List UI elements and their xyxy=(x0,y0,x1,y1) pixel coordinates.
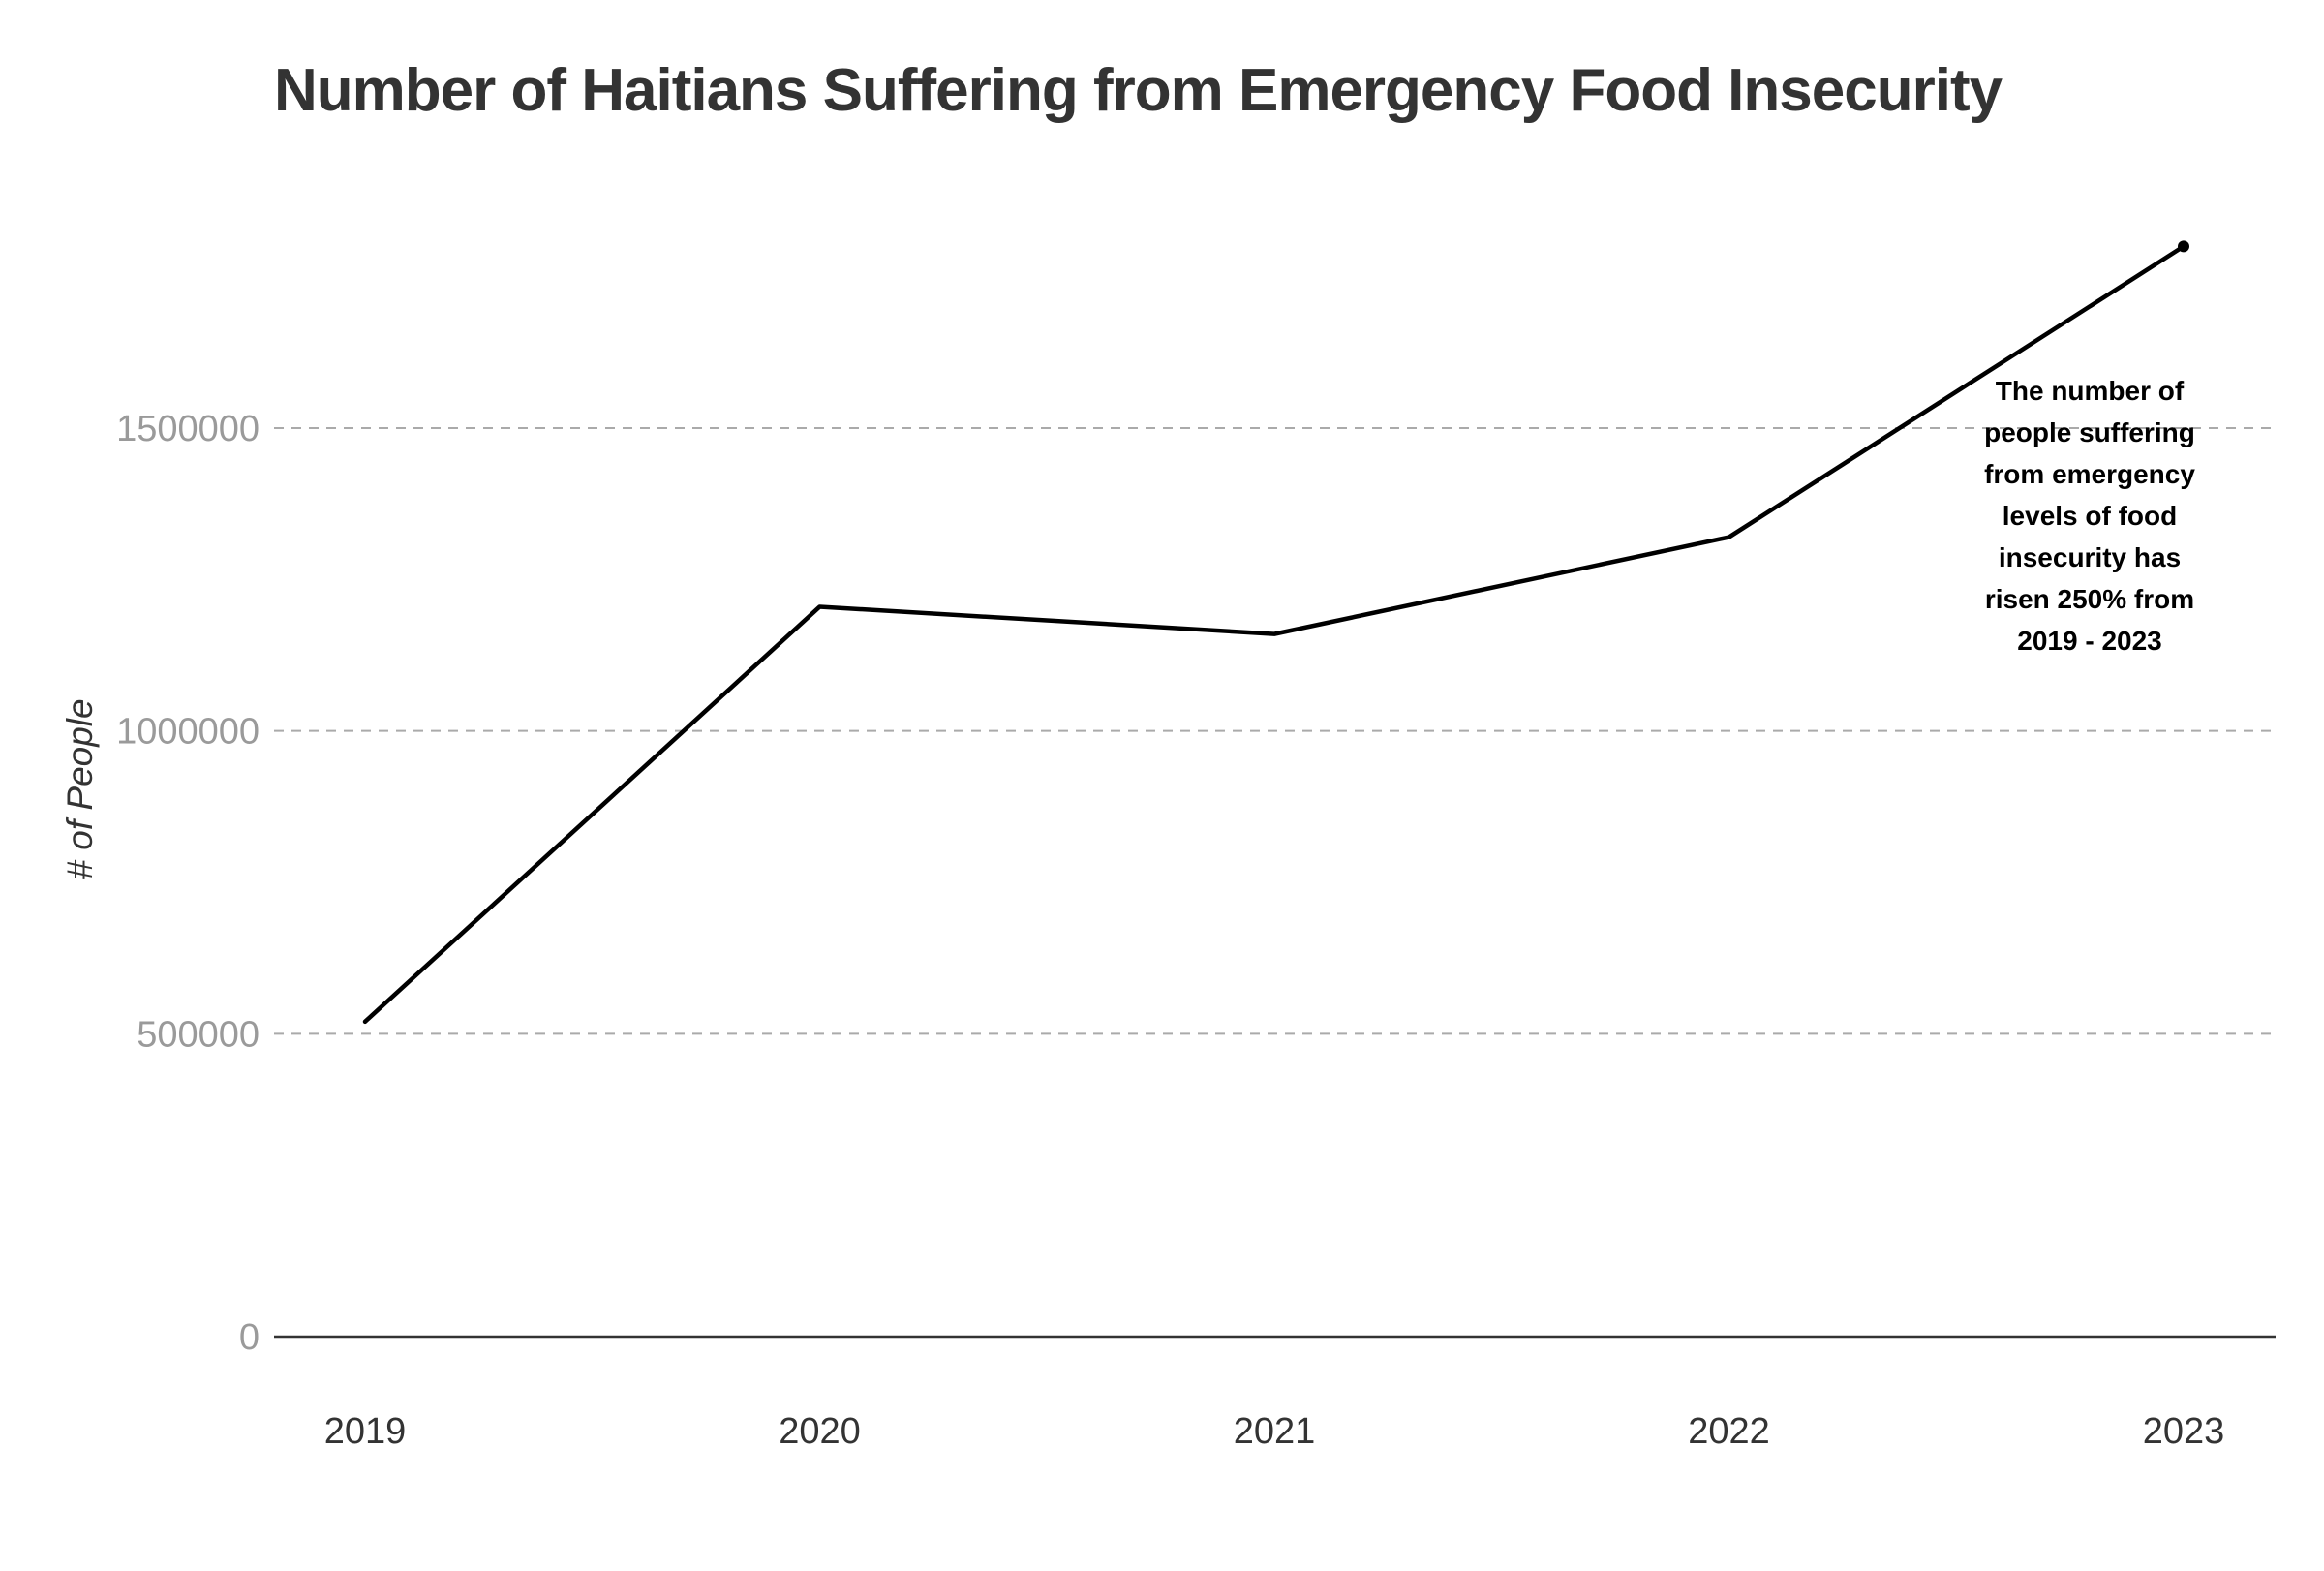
annotation-line: risen 250% from xyxy=(1985,584,2194,614)
x-tick-label: 2022 xyxy=(1688,1411,1770,1452)
y-tick-label: 1000000 xyxy=(116,712,260,753)
y-tick-label: 0 xyxy=(239,1317,260,1358)
annotation-line: The number of xyxy=(1996,376,2185,406)
y-axis-ticks: 0 500000 1000000 1500000 xyxy=(116,409,260,1358)
annotation-line: from emergency xyxy=(1984,459,2195,489)
annotation-text: The number of people suffering from emerge… xyxy=(1984,376,2195,656)
y-axis-label: # of People xyxy=(60,698,100,879)
gridlines xyxy=(274,427,2276,1035)
y-tick-label: 500000 xyxy=(137,1014,260,1055)
annotation-line: 2019 - 2023 xyxy=(2017,626,2161,656)
annotation-line: insecurity has xyxy=(1999,542,2181,572)
x-tick-label: 2021 xyxy=(1234,1411,1316,1452)
annotation-line: levels of food xyxy=(2003,501,2177,531)
x-tick-label: 2020 xyxy=(779,1411,861,1452)
series-layer xyxy=(362,240,2189,1025)
x-axis-ticks: 2019 2020 2021 2022 2023 xyxy=(324,1411,2225,1452)
y-tick-label: 1500000 xyxy=(116,409,260,449)
data-point xyxy=(2178,240,2189,253)
annotation-line: people suffering xyxy=(1984,417,2195,447)
x-tick-label: 2023 xyxy=(2143,1411,2225,1452)
x-tick-label: 2019 xyxy=(324,1411,407,1452)
chart-title: Number of Haitians Suffering from Emerge… xyxy=(274,57,2003,124)
